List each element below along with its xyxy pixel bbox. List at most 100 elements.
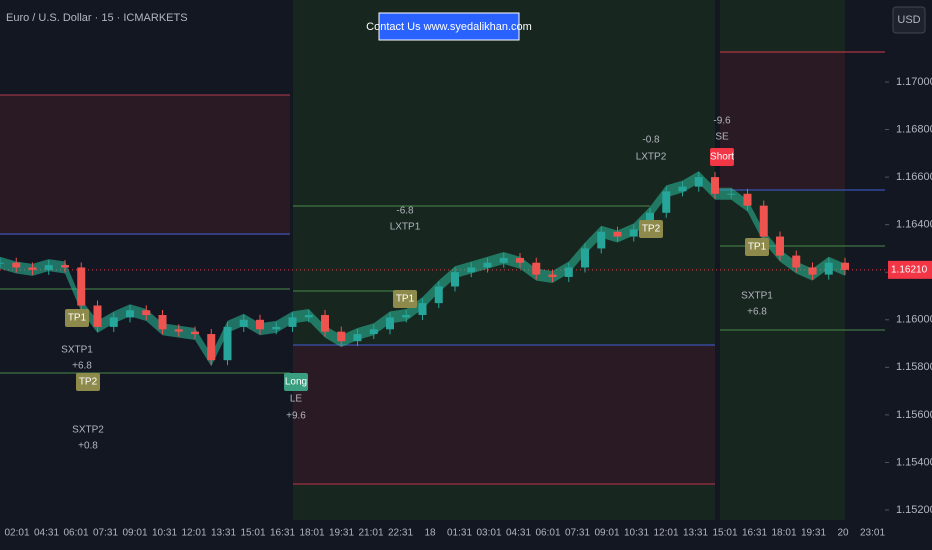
candle [776, 236, 784, 256]
time-label: 15:01 [712, 528, 737, 539]
annotation: SE [715, 132, 729, 143]
candle [418, 303, 427, 316]
signal-badge [393, 290, 417, 308]
candle [386, 317, 394, 330]
time-label: 07:31 [565, 528, 590, 539]
last-price-badge [888, 260, 932, 279]
symbol-title: Euro / U.S. Dollar · 15 · ICMARKETS [6, 12, 188, 24]
price-label: 1.15600 [896, 409, 932, 421]
time-label: 12:01 [181, 528, 206, 539]
candle [564, 267, 573, 277]
candle [93, 305, 102, 327]
price-label: 1.16800 [896, 123, 932, 135]
candle [597, 231, 606, 249]
price-label: 1.17000 [896, 76, 932, 88]
candle [467, 267, 476, 273]
candle [629, 229, 638, 237]
candle [304, 315, 313, 318]
time-label: 16:31 [270, 528, 295, 539]
time-label: 19:31 [801, 528, 826, 539]
candle [239, 319, 248, 327]
candle [174, 329, 183, 332]
annotation: -6.8 [396, 206, 414, 217]
candle [337, 331, 346, 342]
annotation: +6.8 [72, 361, 92, 372]
candle [288, 317, 297, 327]
candle [483, 262, 492, 268]
time-label: 07:31 [93, 528, 118, 539]
candle [613, 231, 622, 237]
candle [207, 334, 216, 361]
annotation: TP1 [68, 313, 87, 324]
time-label: 21:01 [358, 528, 383, 539]
time-label: 10:31 [624, 528, 649, 539]
time-label: 04:31 [34, 528, 59, 539]
candle [12, 262, 21, 268]
candle [678, 186, 687, 192]
candle [0, 262, 4, 264]
candle [126, 310, 134, 318]
candle [402, 315, 411, 318]
price-label: 1.16000 [896, 314, 932, 326]
candle [499, 257, 508, 263]
zone [720, 52, 845, 190]
time-label: 06:01 [63, 528, 88, 539]
candle [841, 262, 849, 270]
candle [353, 334, 362, 342]
candle [61, 265, 69, 268]
time-label: 12:01 [653, 528, 678, 539]
annotation: Short [710, 152, 734, 163]
annotation: LXTP1 [390, 222, 421, 233]
candle [369, 329, 378, 335]
annotation: +9.6 [286, 411, 306, 422]
time-label: 20 [837, 528, 849, 539]
candle [77, 267, 86, 306]
time-label: 09:01 [122, 528, 147, 539]
candle [808, 267, 817, 275]
candle [532, 262, 541, 275]
contact-text[interactable]: Contact Us www.syedalikhan.com [366, 21, 532, 33]
currency-button[interactable] [892, 6, 926, 34]
time-label: 18:01 [771, 528, 796, 539]
time-label: 04:31 [506, 528, 531, 539]
annotation: TP2 [79, 377, 98, 388]
time-label: 06:01 [535, 528, 560, 539]
last-price-label: 1.16210 [891, 264, 928, 275]
candle [272, 326, 281, 330]
time-label: 23:01 [860, 528, 885, 539]
time-label: 09:01 [594, 528, 619, 539]
time-label: 01:31 [447, 528, 472, 539]
time-label: 02:01 [4, 528, 29, 539]
candle [743, 193, 752, 206]
annotation: TP1 [748, 242, 767, 253]
annotation: -9.6 [713, 116, 731, 127]
contact-banner[interactable] [378, 12, 520, 41]
time-label: 13:31 [211, 528, 236, 539]
time-label: 03:01 [476, 528, 501, 539]
candle [434, 286, 443, 304]
candle [548, 274, 557, 277]
currency[interactable]: USD [897, 14, 920, 26]
annotation: LE [290, 394, 303, 405]
annotation: SXTP2 [72, 425, 104, 436]
signal-badge [639, 220, 663, 238]
annotation: +6.8 [747, 307, 767, 318]
candle [694, 177, 703, 187]
time-label: 15:01 [240, 528, 265, 539]
candle [223, 326, 232, 361]
price-label: 1.15800 [896, 361, 932, 373]
time-label: 10:31 [152, 528, 177, 539]
annotation: Long [285, 377, 307, 388]
candle [158, 315, 167, 330]
price-label: 1.16400 [896, 219, 932, 231]
price-label: 1.15200 [896, 504, 932, 516]
candle [662, 191, 671, 213]
signal-badge [710, 148, 734, 166]
annotation: LXTP2 [636, 152, 667, 163]
time-label: 16:31 [742, 528, 767, 539]
candle [581, 248, 589, 268]
annotation: SXTP1 [741, 291, 773, 302]
candle [142, 310, 151, 316]
annotation: +0.8 [78, 441, 98, 452]
